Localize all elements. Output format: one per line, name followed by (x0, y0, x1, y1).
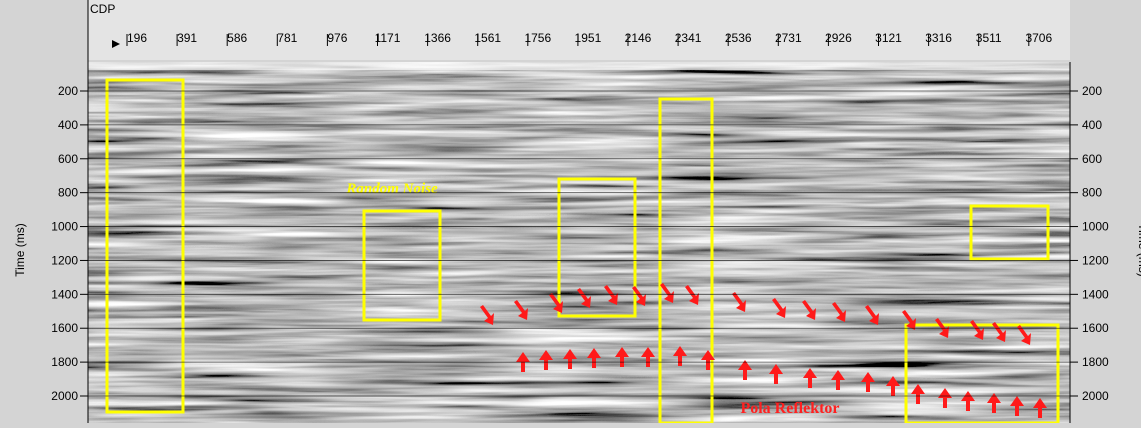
x-tick-label: 2536 (725, 31, 752, 45)
arrow-down (992, 322, 1006, 342)
y-tick-label: 2000 (51, 389, 78, 403)
y-tick-label-right: 1400 (1082, 287, 1109, 301)
annotation: Pola Reflektor (740, 400, 839, 417)
y-tick-label: 600 (58, 152, 78, 166)
arrow-up (701, 350, 715, 370)
arrow-up (911, 384, 925, 404)
x-tick-label: 3121 (875, 31, 902, 45)
x-tick-label: 1561 (474, 31, 501, 45)
water-layer (88, 62, 1070, 70)
arrow-down (604, 285, 618, 305)
noise-box (969, 204, 1050, 261)
y-tick-label: 1800 (51, 355, 78, 369)
arrow-up (769, 364, 783, 384)
y-tick-label-right: 1800 (1082, 355, 1109, 369)
arrow-down (772, 298, 786, 318)
arrow-down (480, 305, 494, 325)
arrow-down (660, 283, 674, 303)
x-tick-label: 1366 (424, 31, 451, 45)
y-tick-label: 800 (58, 186, 78, 200)
arrow-up (1033, 398, 1047, 418)
y-tick-label: 1000 (51, 220, 78, 234)
x-tick-label: 1171 (375, 31, 401, 45)
arrow-down (549, 293, 563, 313)
y-tick-label-right: 200 (1082, 84, 1102, 98)
x-tick-label: 2731 (775, 31, 802, 45)
x-tick-label: 1951 (575, 31, 602, 45)
y-tick-label: 400 (58, 118, 78, 132)
seismic-image (88, 62, 1070, 423)
arrow-up (831, 370, 845, 390)
arrow-down (514, 300, 528, 320)
arrow-down (685, 285, 699, 305)
arrow-up (587, 348, 601, 368)
arrow-up (563, 349, 577, 369)
y-axis-label: Time (ms) (13, 223, 27, 277)
y-tick-label: 200 (58, 84, 78, 98)
y-tick-label-right: 600 (1082, 152, 1102, 166)
arrow-down (632, 286, 646, 306)
arrow-up (803, 368, 817, 388)
x-axis-label: CDP (90, 2, 115, 16)
arrow-down (832, 302, 846, 322)
y-tick-label: 1600 (51, 321, 78, 335)
arrow-down (902, 310, 916, 330)
x-tick-label: 976 (327, 31, 347, 45)
y-axis-label-right: Time (ms) (1136, 223, 1141, 277)
reflector-arrows (480, 283, 1047, 418)
arrow-up (987, 393, 1001, 413)
y-tick-label: 1400 (51, 287, 78, 301)
arrow-up (938, 388, 952, 408)
arrow-up (1010, 396, 1024, 416)
y-tick-label-right: 1200 (1082, 253, 1109, 267)
x-tick-label: 3511 (976, 31, 1002, 45)
cdp-marker (112, 40, 120, 48)
y-tick-label-right: 2000 (1082, 389, 1109, 403)
x-tick-label: 781 (277, 31, 297, 45)
x-tick-label: 391 (177, 31, 197, 45)
arrow-up (861, 372, 875, 392)
y-tick-label-right: 400 (1082, 118, 1102, 132)
arrow-up (738, 360, 752, 380)
noise-box (557, 177, 637, 318)
arrow-down (970, 320, 984, 340)
arrow-down (1017, 325, 1031, 345)
arrow-down (802, 300, 816, 320)
arrow-up (673, 346, 687, 366)
arrow-up (539, 350, 553, 370)
y-tick-label-right: 1600 (1082, 321, 1109, 335)
arrow-up (641, 347, 655, 367)
annotation: Random Noise (345, 181, 438, 197)
y-tick-label-right: 800 (1082, 186, 1102, 200)
noise-box (362, 209, 442, 322)
arrow-up (615, 347, 629, 367)
y-tick-label: 1200 (51, 253, 78, 267)
x-tick-label: 586 (227, 31, 247, 45)
arrow-down (732, 292, 746, 312)
x-tick-label: 196 (127, 31, 147, 45)
x-tick-label: 1756 (524, 31, 551, 45)
arrow-down (865, 305, 879, 325)
x-tick-label: 3316 (925, 31, 952, 45)
x-tick-label: 2146 (625, 31, 652, 45)
noise-box (105, 78, 185, 414)
arrow-down (577, 288, 591, 308)
x-tick-label: 2926 (825, 31, 852, 45)
x-tick-label: 3706 (1025, 31, 1052, 45)
arrow-up (886, 376, 900, 396)
y-tick-label-right: 1000 (1082, 220, 1109, 234)
x-tick-label: 2341 (675, 31, 702, 45)
top-axis-band (88, 0, 1070, 60)
